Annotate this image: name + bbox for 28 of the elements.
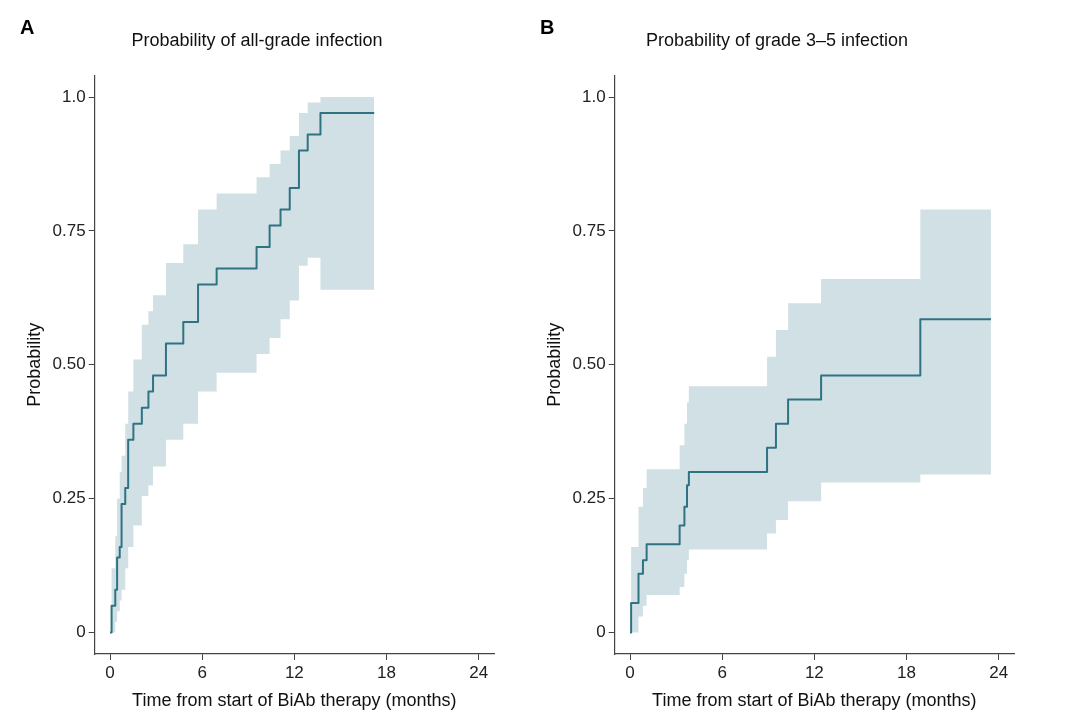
y-tick-label: 0.75 <box>52 220 86 240</box>
y-axis-title: Probability <box>543 322 564 407</box>
x-tick-label: 18 <box>897 662 916 682</box>
y-tick-label: 0.50 <box>52 354 86 374</box>
chart-title: Probability of all-grade infection <box>131 29 383 50</box>
x-tick-label: 6 <box>197 662 207 682</box>
y-tick-label: 0 <box>76 622 86 642</box>
x-tick-label: 24 <box>989 662 1009 682</box>
y-axis-title: Probability <box>23 322 44 407</box>
x-tick-label: 12 <box>284 662 304 682</box>
text: A <box>20 15 35 38</box>
chart-title: Probability of grade 3–5 infection <box>645 29 909 50</box>
y-tick-label: 0.25 <box>52 488 86 508</box>
x-tick-label: 0 <box>625 662 635 682</box>
x-tick-label: 0 <box>105 662 115 682</box>
y-tick-label: 1.0 <box>582 86 606 106</box>
x-axis-title: Time from start of BiAb therapy (months) <box>132 690 457 711</box>
y-tick-label: 0.75 <box>572 220 606 240</box>
x-tick-label: 18 <box>377 662 396 682</box>
y-tick-label: 0.25 <box>572 488 606 508</box>
x-axis-title: Time from start of BiAb therapy (months) <box>652 690 977 711</box>
x-tick-label: 24 <box>469 662 489 682</box>
x-tick-label: 12 <box>804 662 824 682</box>
y-tick-label: 0 <box>596 622 606 642</box>
x-tick-label: 6 <box>717 662 727 682</box>
y-tick-label: 1.0 <box>62 86 86 106</box>
text: B <box>540 15 555 38</box>
y-tick-label: 0.50 <box>572 354 606 374</box>
